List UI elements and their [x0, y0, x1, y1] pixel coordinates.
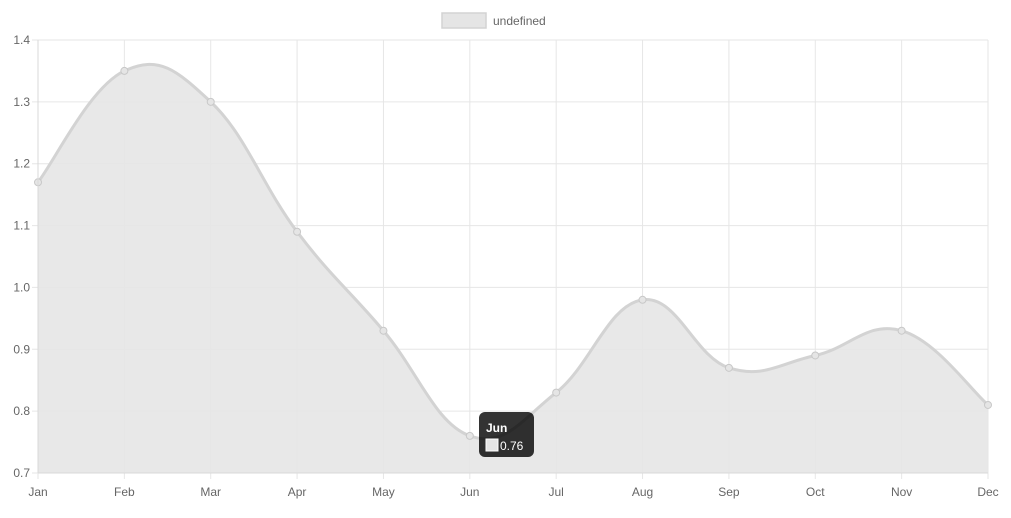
data-point-feb[interactable] — [120, 66, 129, 75]
x-tick-label: Apr — [288, 485, 307, 499]
axis-layer: 0.7 0.8 0.9 1.0 1.1 1.2 1.3 1.4 Jan Feb Mar Apr May J… — [13, 33, 998, 499]
x-tick-label: Jul — [549, 485, 564, 499]
y-tick-label: 0.7 — [13, 466, 30, 480]
data-point-may[interactable] — [379, 326, 388, 335]
legend-swatch[interactable] — [441, 12, 487, 29]
data-point-jun[interactable] — [465, 431, 474, 440]
data-point-aug[interactable] — [638, 295, 647, 304]
data-point-apr[interactable] — [293, 227, 302, 236]
data-point-dec[interactable] — [984, 400, 992, 409]
y-tick-label: 0.8 — [13, 404, 30, 418]
point-layer — [34, 66, 992, 440]
y-tick-label: 0.9 — [13, 342, 30, 356]
x-tick-label: May — [372, 485, 395, 499]
x-tick-label: Jun — [460, 485, 479, 499]
y-tick-label: 1.3 — [13, 95, 30, 109]
data-point-jul[interactable] — [552, 388, 561, 397]
series-area-fill — [38, 64, 988, 474]
data-point-mar[interactable] — [206, 97, 215, 106]
x-tick-label: Sep — [718, 485, 740, 499]
legend-label: undefined — [493, 14, 546, 28]
y-tick-label: 1.0 — [13, 280, 30, 294]
x-tick-label: Jan — [28, 485, 47, 499]
x-tick-label: Aug — [632, 485, 653, 499]
data-point-oct[interactable] — [811, 351, 820, 360]
area-layer — [36, 62, 989, 474]
x-tick-label: Nov — [891, 485, 912, 499]
y-tick-label: 1.4 — [13, 33, 30, 47]
y-tick-label: 1.1 — [13, 219, 30, 233]
tooltip-value: 0.76 — [500, 439, 524, 453]
y-tick-label: 1.2 — [13, 157, 30, 171]
x-tick-label: Dec — [977, 485, 998, 499]
x-tick-label: Mar — [200, 485, 221, 499]
tooltip-title: Jun — [486, 421, 507, 435]
x-tick-label: Oct — [806, 485, 825, 499]
data-point-sep[interactable] — [724, 363, 733, 372]
legend[interactable]: undefined — [441, 12, 546, 29]
tooltip: Jun 0.76 — [479, 412, 534, 457]
data-point-nov[interactable] — [897, 326, 906, 335]
x-tick-label: Feb — [114, 485, 135, 499]
tooltip-color-swatch — [485, 438, 499, 452]
